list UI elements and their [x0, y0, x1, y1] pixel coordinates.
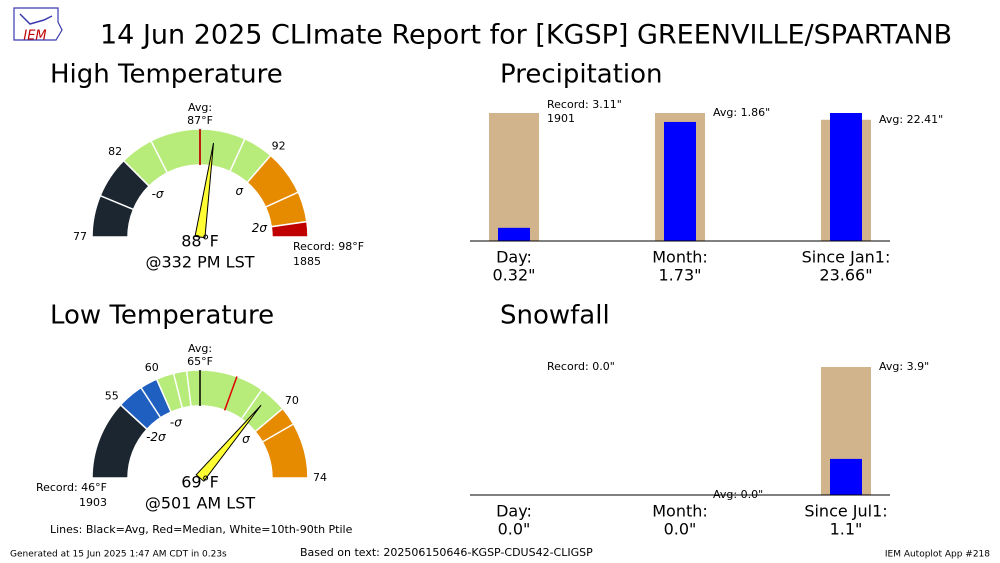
record-year: 1903: [79, 496, 107, 509]
sigma-label: -2σ: [146, 430, 166, 444]
needle: [195, 404, 262, 482]
avg-title: Avg:: [188, 342, 212, 355]
observed-bar: [664, 121, 696, 241]
sigma-label: 2σ: [252, 221, 268, 235]
median-line: [223, 376, 238, 411]
category-label: Day:: [496, 502, 532, 521]
gauge-tick-label: 70: [285, 394, 299, 407]
logo-text: IEM: [23, 29, 46, 44]
generated-note: Generated at 15 Jun 2025 1:47 AM CDT in …: [10, 550, 227, 560]
gauge-tick-label: 77: [73, 230, 87, 243]
value-label: 23.66": [819, 266, 872, 285]
reference-label: Record: 0.0": [547, 360, 615, 373]
category-label: Month:: [652, 248, 708, 267]
observed-label: 88°F: [181, 232, 219, 251]
avg-title: Avg:: [188, 101, 212, 114]
gauge-title: High Temperature: [50, 60, 283, 90]
gauge-band: [254, 407, 309, 479]
percentile-line: [240, 389, 263, 420]
gauge-tick-label: 74: [313, 471, 327, 484]
value-label: 1.1": [830, 520, 863, 539]
reference-year: 1901: [547, 112, 575, 125]
reference-label: Avg: 22.41": [879, 113, 943, 126]
percentile-line: [261, 423, 294, 443]
logo: IEM: [13, 7, 63, 44]
needle: [194, 142, 215, 239]
avg-label: 65°F: [187, 355, 213, 368]
sigma-label: σ: [235, 184, 243, 198]
value-label: 0.32": [493, 266, 536, 285]
percentile-line: [150, 140, 168, 174]
percentile-line: [185, 370, 192, 407]
category-label: Day:: [496, 248, 532, 267]
gauge-tick-label: 60: [145, 361, 159, 374]
reference-label: Avg: 3.9": [879, 360, 929, 373]
value-label: 0.0": [498, 520, 531, 539]
sigma-label: σ: [242, 432, 250, 446]
percentile-line: [140, 387, 162, 419]
sigma-label: -σ: [170, 416, 182, 430]
category-label: Month:: [652, 502, 708, 521]
logo-outline: [13, 7, 63, 41]
percentile-line: [265, 191, 299, 208]
gauge-tick-label: 82: [108, 145, 122, 158]
reference-label: Record: 3.11": [547, 98, 622, 111]
record-label: Record: 46°F: [36, 481, 107, 494]
avg-label: 87°F: [187, 114, 213, 127]
category-label: Since Jul1:: [804, 502, 887, 521]
record-year: 1885: [293, 255, 321, 268]
logo-line: [19, 13, 53, 25]
legend-note: Lines: Black=Avg, Red=Median, White=10th…: [50, 523, 353, 536]
percentile-line: [99, 194, 134, 211]
page-title: 14 Jun 2025 CLImate Report for [KGSP] GR…: [100, 20, 952, 51]
reference-bar: [489, 113, 539, 241]
record-label: Record: 98°F: [293, 240, 364, 253]
panel-title: Precipitation: [500, 60, 663, 90]
gauge-band: [270, 220, 309, 238]
category-label: Since Jan1:: [802, 248, 891, 267]
observed-bar: [830, 458, 862, 495]
observed-bar: [830, 113, 862, 241]
percentile-line: [172, 373, 184, 409]
gauge-band: [122, 128, 272, 188]
gauge-tick-label: 55: [105, 390, 119, 403]
observed-label: 69°F: [181, 473, 219, 492]
source-note: Based on text: 202506150646-KGSP-CDUS42-…: [300, 546, 593, 559]
app-note: IEM Autoplot App #218: [885, 550, 990, 560]
gauge-tick-label: 92: [272, 139, 286, 152]
value-label: 1.73": [659, 266, 702, 285]
observed-time: @501 AM LST: [145, 494, 256, 513]
gauge-title: Low Temperature: [50, 301, 274, 331]
sigma-label: -σ: [152, 187, 164, 201]
panel-title: Snowfall: [500, 301, 610, 331]
observed-time: @332 PM LST: [145, 253, 254, 272]
reference-label: Avg: 1.86": [713, 106, 770, 119]
observed-bar: [498, 227, 530, 241]
value-label: 0.0": [664, 520, 697, 539]
percentile-line: [229, 138, 246, 172]
